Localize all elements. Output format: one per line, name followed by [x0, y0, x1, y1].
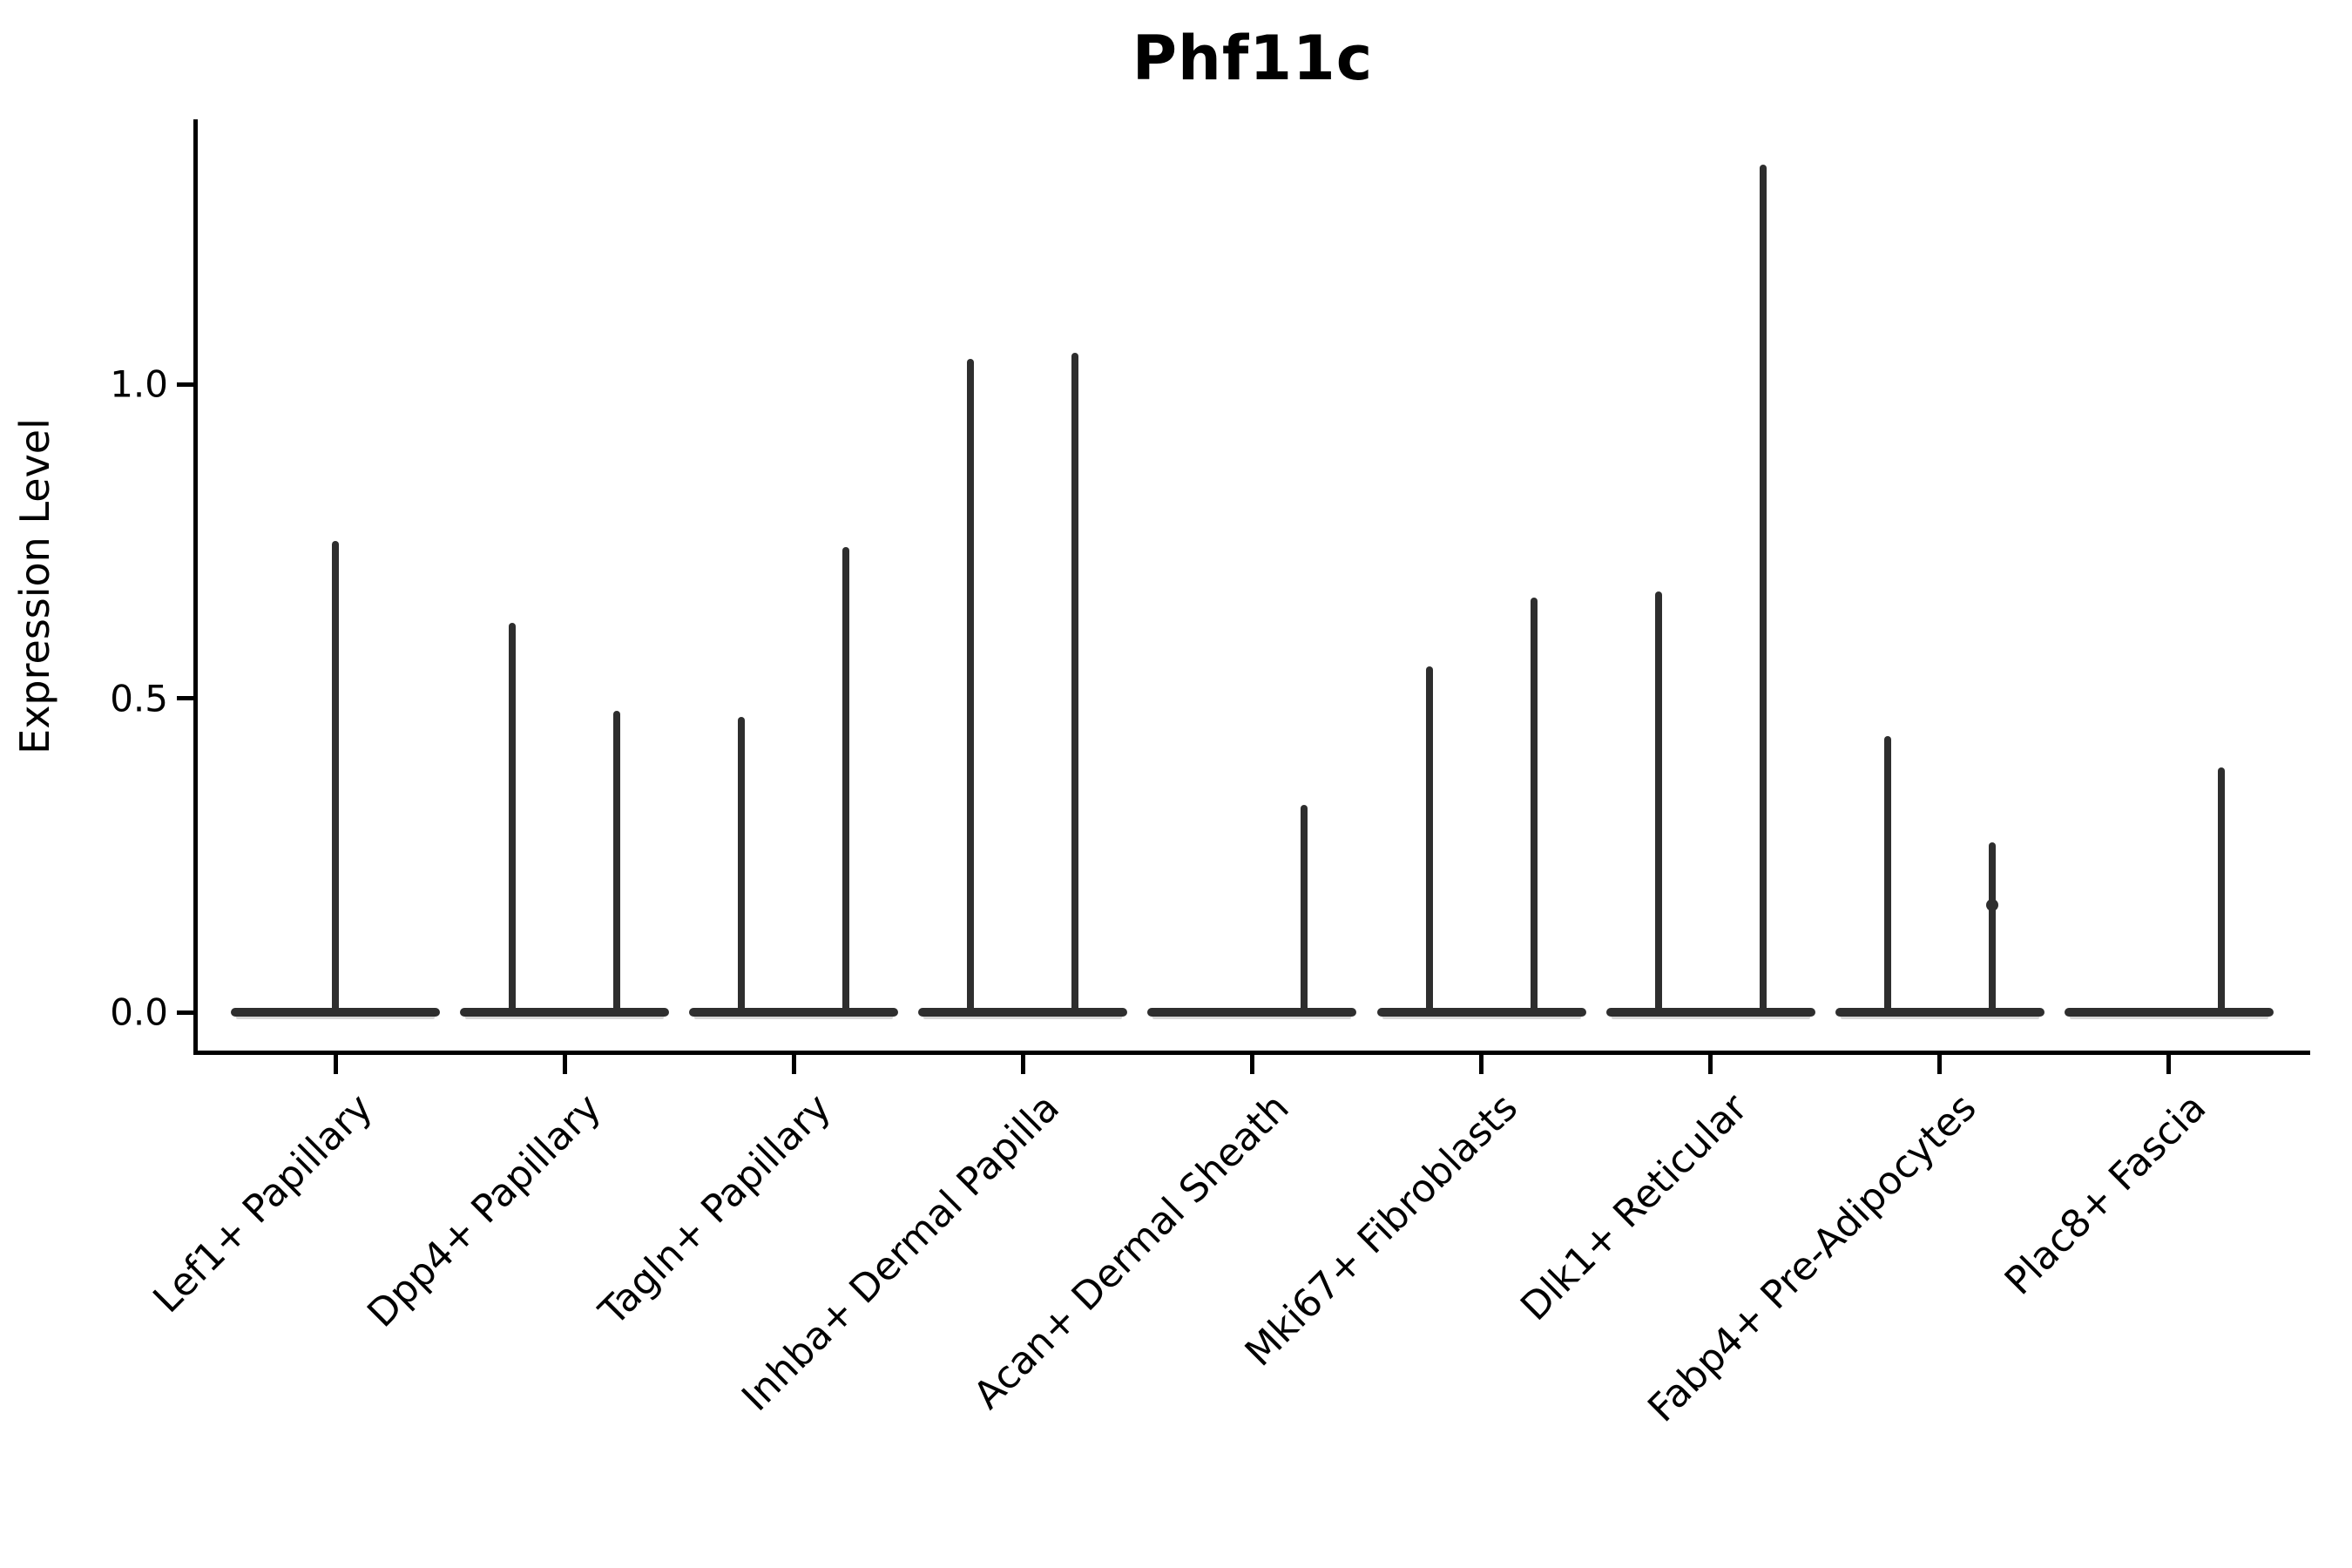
y-tick-mark [177, 382, 196, 387]
chart-title: Phf11c [1132, 23, 1374, 94]
y-tick-label: 1.0 [110, 362, 168, 406]
violin-body-fill [1611, 1016, 1810, 1019]
violin-spike [738, 717, 746, 1012]
x-tick-mark [1937, 1055, 1943, 1074]
x-tick-label: Lef1+ Papillary [144, 1085, 382, 1322]
violin-spike [1759, 164, 1767, 1012]
violin-spike [613, 710, 621, 1012]
violin-body [1376, 1008, 1586, 1017]
violin-spike-bump [1985, 899, 1998, 912]
y-axis-label: Expression Level [11, 418, 58, 754]
violin-body [918, 1008, 1128, 1017]
x-tick-label: Dpp4+ Papillary [359, 1085, 611, 1336]
violin-body-fill [465, 1016, 665, 1019]
violin-spike [1425, 666, 1433, 1012]
violin-spike [1883, 735, 1891, 1012]
violin-body [1605, 1008, 1815, 1017]
x-axis-spine [193, 1051, 2310, 1055]
violin-body-fill [694, 1016, 894, 1019]
violin-body [2064, 1008, 2274, 1017]
violin-body [231, 1008, 440, 1017]
y-tick-label: 0.5 [110, 677, 168, 720]
violin-spike [1654, 591, 1662, 1012]
violin-spike [1301, 805, 1308, 1012]
x-tick-mark [1708, 1055, 1713, 1074]
x-tick-mark [333, 1055, 338, 1074]
x-tick-mark [1249, 1055, 1254, 1074]
violin-body-fill [1840, 1016, 2039, 1019]
x-tick-mark [2166, 1055, 2172, 1074]
violin-body-fill [236, 1016, 435, 1019]
y-tick-label: 0.0 [110, 990, 168, 1034]
violin-body [689, 1008, 899, 1017]
violin-body [460, 1008, 670, 1017]
violin-body-fill [2069, 1016, 2268, 1019]
violin-spike [1530, 598, 1538, 1012]
x-tick-mark [791, 1055, 796, 1074]
y-tick-mark [177, 696, 196, 700]
x-tick-mark [1020, 1055, 1025, 1074]
x-tick-mark [562, 1055, 567, 1074]
violin-spike [2217, 767, 2225, 1012]
violin-spike [842, 547, 850, 1012]
x-tick-mark [1479, 1055, 1484, 1074]
x-tick-label: Tagln+ Papillary [590, 1085, 840, 1335]
y-axis-spine [193, 119, 198, 1055]
violin-spike [967, 359, 975, 1012]
y-tick-mark [177, 1010, 196, 1015]
violin-body-fill [1152, 1016, 1352, 1019]
violin-spike [332, 541, 339, 1012]
violin-body [1835, 1008, 2044, 1017]
violin-spike [1988, 842, 1996, 1012]
violin-body [1147, 1008, 1357, 1017]
violin-spike [1071, 352, 1079, 1012]
violin-body-fill [1382, 1016, 1581, 1019]
x-tick-label: Plac8+ Fascia [1996, 1085, 2214, 1304]
violin-body-fill [923, 1016, 1123, 1019]
violin-spike [509, 622, 517, 1012]
x-tick-label: Dlk1+ Reticular [1511, 1085, 1756, 1329]
